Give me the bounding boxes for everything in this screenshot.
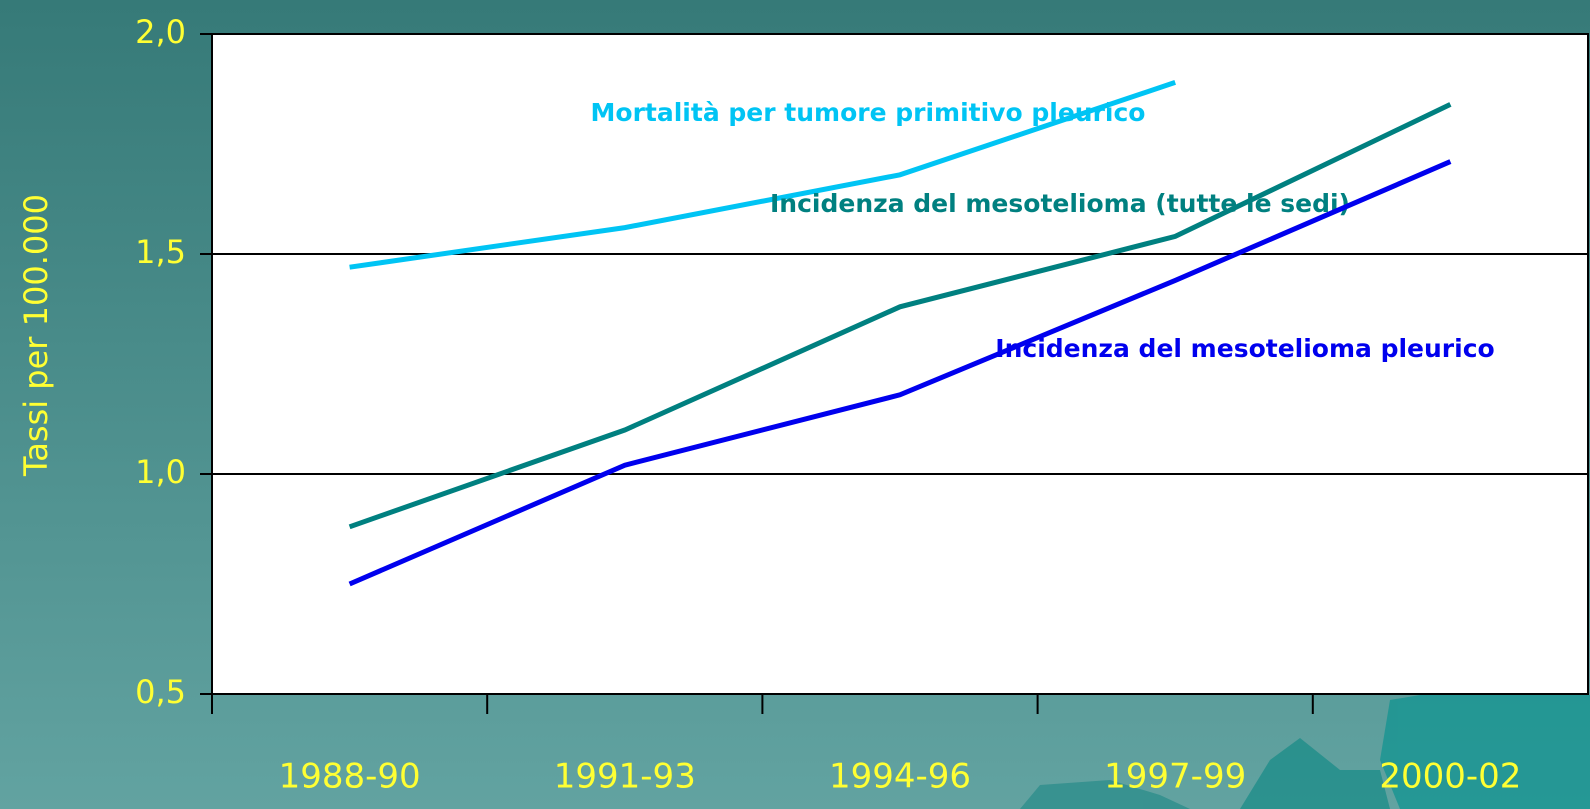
- x-tick-label: 1994-96: [829, 757, 971, 797]
- series-line: [349, 80, 1176, 270]
- series-label: Incidenza del mesotelioma (tutte le sedi…: [770, 189, 1350, 218]
- layer: 0,5 1,0 1,5 2,0 1988-90 1991-93 1994-96 1997-99…: [135, 13, 1588, 797]
- x-tick-label: 2000-02: [1379, 757, 1521, 797]
- y-axis-label: Tassi per 100.000: [17, 194, 55, 477]
- x-tick-label: 1988-90: [279, 757, 421, 797]
- y-tick-label: 1,0: [135, 453, 186, 491]
- series-line: [348, 159, 1452, 587]
- decoration: [1020, 690, 1590, 809]
- x-tick-label: 1991-93: [554, 757, 696, 797]
- y-tick-label: 0,5: [135, 673, 186, 711]
- plot-area: [211, 33, 1589, 695]
- series-line: [348, 102, 1452, 530]
- x-tick-label: 1997-99: [1104, 757, 1246, 797]
- y-tick-label: 2,0: [135, 13, 186, 51]
- y-tick-label: 1,5: [135, 233, 186, 271]
- series-label: Mortalità per tumore primitivo pleurico: [591, 98, 1146, 127]
- series-label: Incidenza del mesotelioma pleurico: [995, 334, 1494, 363]
